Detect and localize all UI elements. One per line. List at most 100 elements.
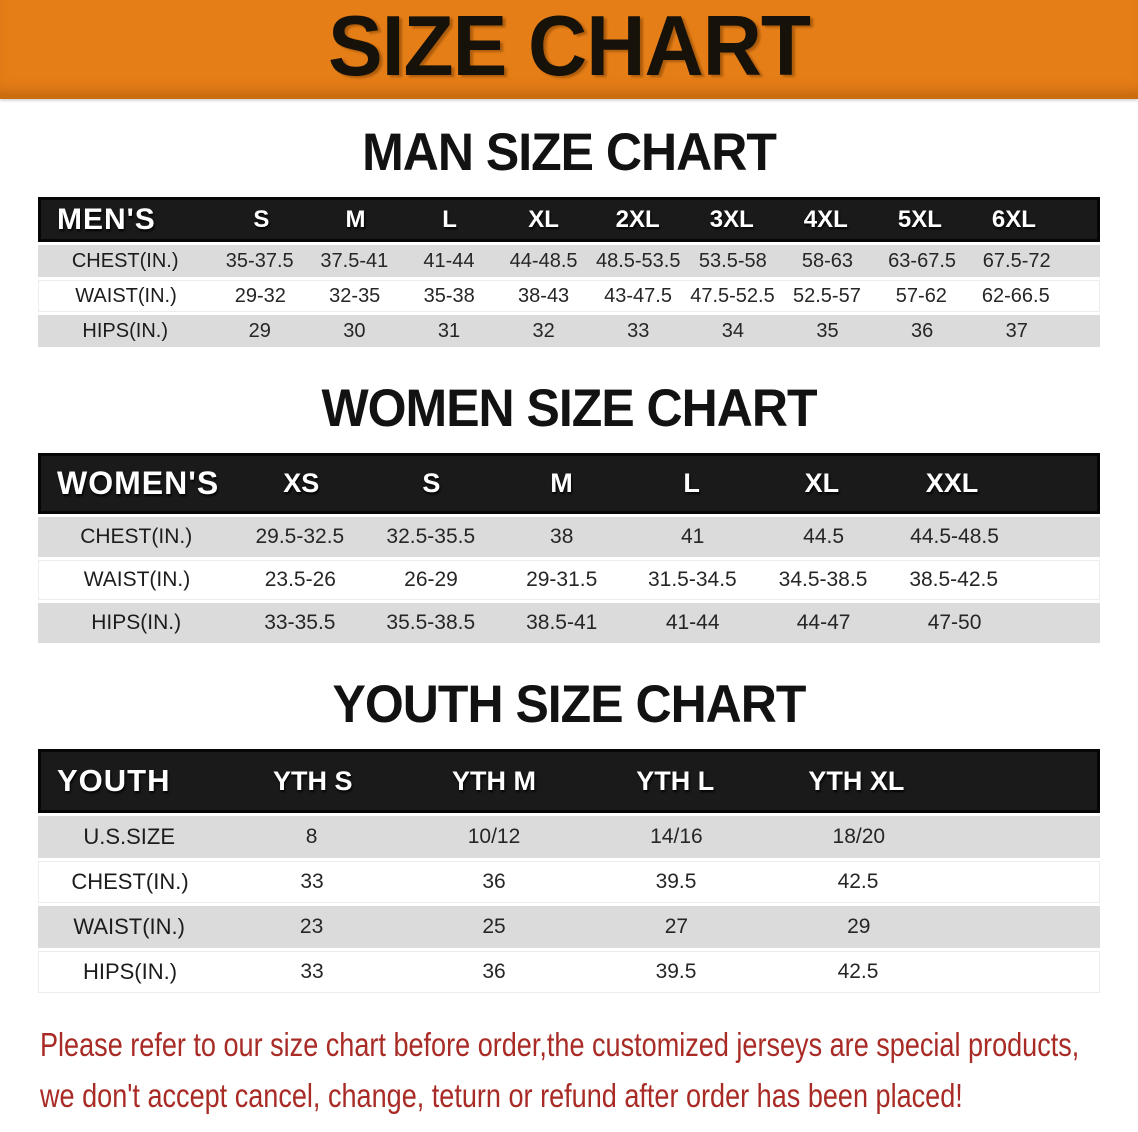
women-value-cell: 41-44 (665, 611, 720, 634)
women-value-cell: 35.5-38.5 (386, 611, 476, 634)
men-value-cell: 67.5-72 (982, 249, 1051, 272)
youth-row-label-chest-in: CHEST(IN.) (71, 869, 189, 894)
men-value-cell: 32 (532, 319, 555, 342)
men-column-header: XL (528, 205, 559, 233)
youth-row-label-u-s-size: U.S.SIZE (83, 824, 176, 849)
men-column-header: L (442, 205, 457, 233)
women-column-header: XL (804, 468, 840, 498)
women-column-header: XS (283, 468, 320, 498)
men-column-header: S (253, 205, 270, 233)
men-column-header: 2XL (615, 205, 660, 233)
men-value-cell: 34 (721, 319, 744, 342)
women-row-label-chest-in: CHEST(IN.) (80, 525, 193, 548)
men-column-header: 3XL (709, 205, 754, 233)
women-column-header: S (422, 468, 441, 498)
men-row-chest-in: CHEST(IN.) 35-37.5 37.5-41 41-44 44-48.5 48.5… (38, 245, 1100, 277)
youth-value-cell: 33 (300, 870, 324, 893)
women-value-cell: 44-47 (796, 611, 851, 634)
women-table-header-label: WOMEN'S (57, 465, 220, 501)
banner: SIZE CHART (0, 0, 1138, 99)
men-value-cell: 31 (437, 319, 461, 342)
men-row-hips-in: HIPS(IN.) 29 30 31 32 33 34 35 36 37 (38, 315, 1100, 347)
women-value-cell: 29-31.5 (526, 568, 598, 591)
women-value-cell: 33-35.5 (264, 611, 336, 634)
men-row-label-hips-in: HIPS(IN.) (82, 319, 168, 342)
men-value-cell: 35-38 (423, 284, 475, 307)
men-value-cell: 44-48.5 (509, 249, 578, 272)
men-value-cell: 47.5-52.5 (690, 284, 775, 307)
women-size-section: WOMEN SIZE CHART WOMEN'S XS S M L XL XXL CHEST(I… (38, 378, 1100, 643)
youth-column-header: YTH S (273, 765, 353, 796)
disclaimer-line-2-text: we don't accept cancel, change, teturn o… (40, 1077, 963, 1115)
women-value-cell: 41 (680, 525, 705, 548)
men-section-title: MAN SIZE CHART (362, 122, 777, 182)
women-value-cell: 34.5-38.5 (778, 568, 868, 591)
women-value-cell: 44.5-48.5 (910, 525, 999, 548)
youth-row-hips-in: HIPS(IN.) 33 36 39.5 42.5 (38, 951, 1100, 993)
men-table-header-label: MEN'S (57, 202, 156, 236)
disclaimer-line-1: Please refer to our size chart before or… (40, 1019, 1138, 1070)
men-value-cell: 29-32 (234, 284, 286, 307)
men-value-cell: 38-43 (518, 284, 570, 307)
men-value-cell: 63-67.5 (888, 249, 957, 272)
disclaimer-line-1-text: Please refer to our size chart before or… (40, 1026, 1080, 1063)
youth-table-header-row: YOUTH YTH S YTH M YTH L YTH XL (38, 749, 1100, 813)
men-column-header: 6XL (991, 205, 1036, 233)
men-value-cell: 30 (343, 319, 366, 342)
women-value-cell: 38.5-42.5 (909, 568, 999, 591)
women-section-title: WOMEN SIZE CHART (321, 378, 817, 438)
women-value-cell: 26-29 (404, 568, 458, 591)
men-value-cell: 35 (816, 319, 839, 342)
women-row-chest-in: CHEST(IN.) 29.5-32.5 32.5-35.5 38 41 44.5 44.5… (38, 517, 1100, 557)
women-value-cell: 38 (550, 525, 574, 548)
youth-row-label-hips-in: HIPS(IN.) (82, 959, 178, 984)
women-value-cell: 23.5-26 (264, 568, 336, 591)
men-value-cell: 29 (248, 319, 271, 342)
youth-value-cell: 36 (482, 960, 506, 983)
men-value-cell: 58-63 (801, 249, 854, 272)
youth-size-table: YOUTH YTH S YTH M YTH L YTH XL U.S.SIZE 8 10/12… (38, 749, 1100, 993)
women-value-cell: 44.5 (803, 525, 845, 548)
men-value-cell: 37 (1005, 319, 1028, 342)
women-row-label-waist-in: WAIST(IN.) (83, 568, 191, 591)
youth-value-cell: 42.5 (837, 960, 879, 983)
youth-column-header: YTH L (636, 765, 715, 796)
men-value-cell: 35-37.5 (225, 249, 294, 272)
men-value-cell: 36 (910, 319, 934, 342)
men-value-cell: 62-66.5 (981, 284, 1050, 307)
sections-container: MAN SIZE CHART MEN'S S M L XL 2XL 3XL 4XL 5XL 6XL C… (0, 122, 1138, 993)
men-value-cell: 43-47.5 (604, 284, 672, 307)
banner-title: SIZE CHART (328, 0, 811, 94)
women-column-header: M (550, 468, 573, 498)
men-value-cell: 33 (627, 319, 650, 342)
youth-row-u-s-size: U.S.SIZE 8 10/12 14/16 18/20 (38, 816, 1100, 858)
women-value-cell: 29.5-32.5 (255, 525, 345, 548)
men-row-label-chest-in: CHEST(IN.) (71, 249, 179, 272)
youth-column-header: YTH M (451, 765, 536, 796)
youth-size-section: YOUTH SIZE CHART YOUTH YTH S YTH M YTH L YTH … (38, 674, 1100, 993)
men-value-cell: 53.5-58 (698, 249, 767, 272)
men-value-cell: 37.5-41 (320, 249, 389, 272)
men-column-header: 5XL (897, 205, 942, 233)
youth-section-title: YOUTH SIZE CHART (332, 674, 807, 734)
women-row-hips-in: HIPS(IN.) 33-35.5 35.5-38.5 38.5-41 41-44 44-… (38, 603, 1100, 643)
women-column-header: XXL (925, 468, 979, 498)
men-value-cell: 52.5-57 (793, 284, 861, 307)
youth-value-cell: 18/20 (832, 825, 886, 848)
youth-row-chest-in: CHEST(IN.) 33 36 39.5 42.5 (38, 861, 1100, 903)
women-size-table: WOMEN'S XS S M L XL XXL CHEST(IN.) 29.5-32.5 32.5… (38, 453, 1100, 643)
youth-value-cell: 27 (664, 915, 689, 938)
women-column-header: L (683, 468, 700, 498)
men-table-header-row: MEN'S S M L XL 2XL 3XL 4XL 5XL 6XL (38, 197, 1100, 242)
youth-value-cell: 36 (482, 870, 506, 893)
men-row-label-waist-in: WAIST(IN.) (75, 284, 177, 307)
men-size-table: MEN'S S M L XL 2XL 3XL 4XL 5XL 6XL CHEST(IN.) 35-37… (38, 197, 1100, 347)
women-table-header-row: WOMEN'S XS S M L XL XXL (38, 453, 1100, 514)
youth-value-cell: 29 (847, 915, 871, 938)
men-row-waist-in: WAIST(IN.) 29-32 32-35 35-38 38-43 43-47.5 47.… (38, 280, 1100, 312)
youth-value-cell: 39.5 (655, 870, 697, 893)
women-value-cell: 32.5-35.5 (386, 525, 476, 548)
women-value-cell: 38.5-41 (526, 611, 598, 634)
youth-row-label-waist-in: WAIST(IN.) (73, 914, 185, 939)
